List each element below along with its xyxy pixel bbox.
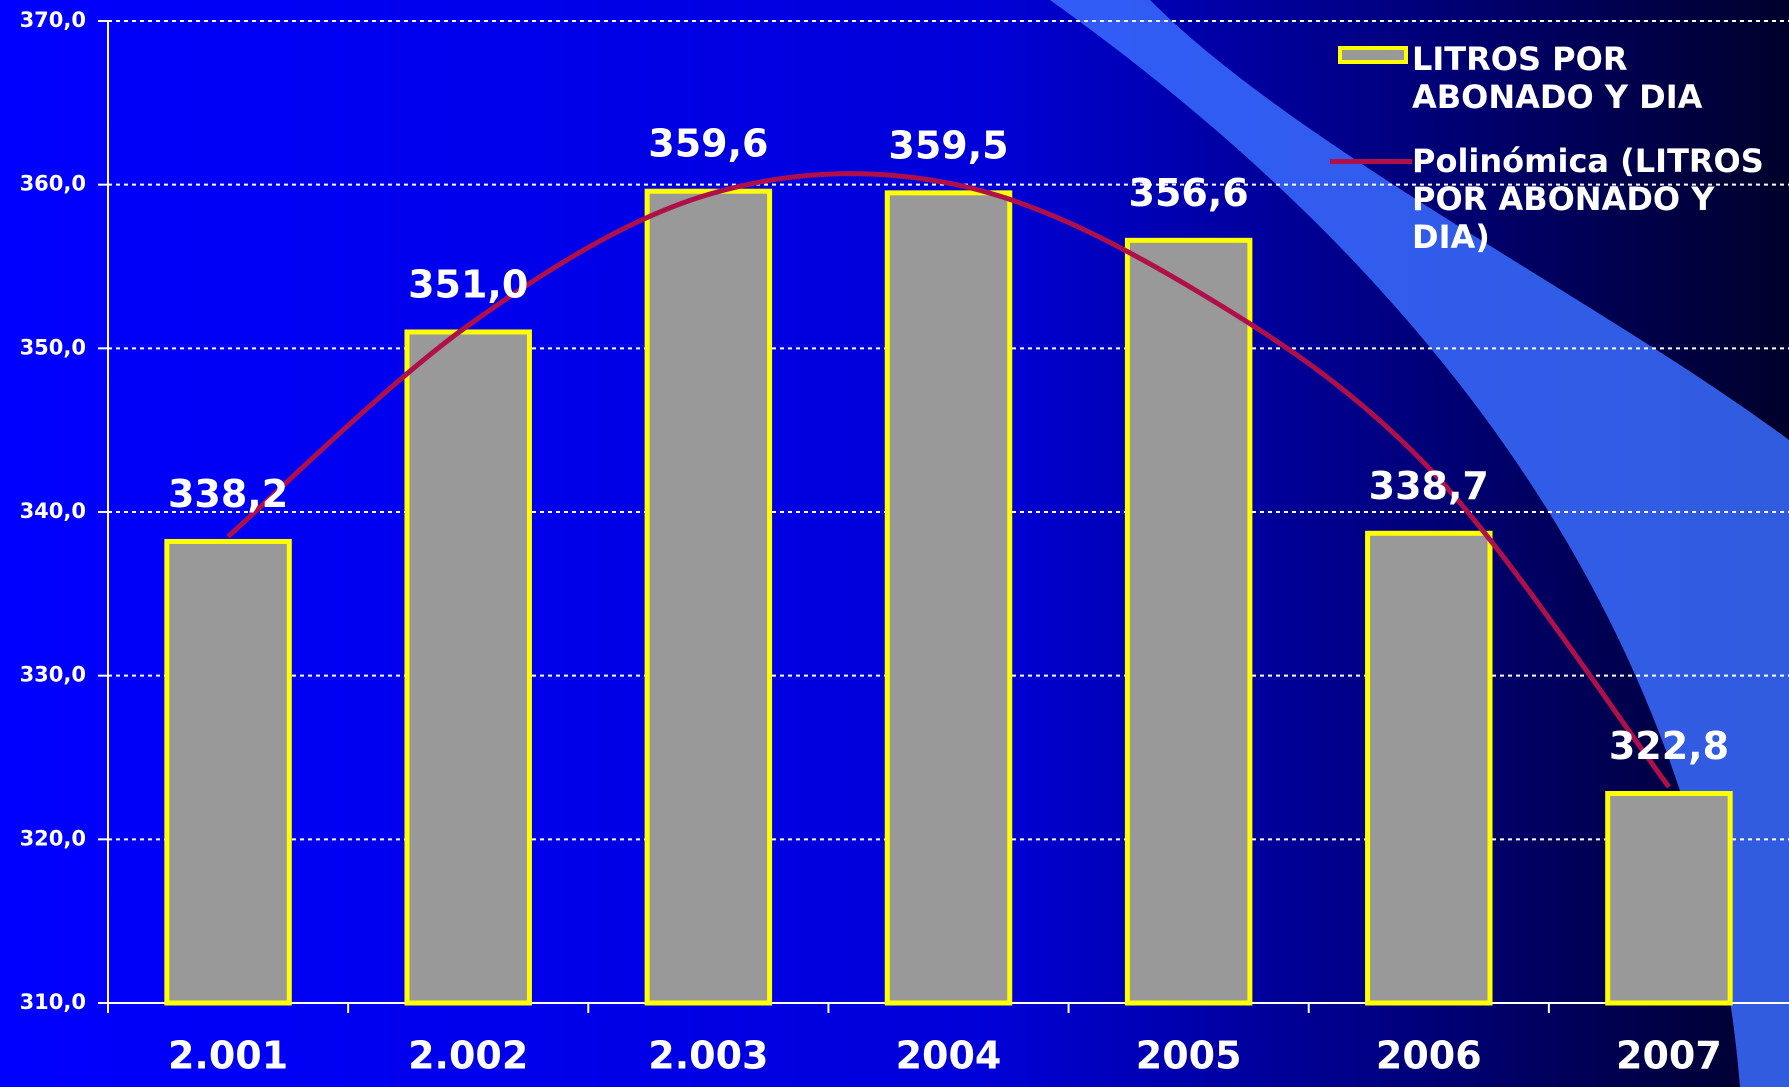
value-label: 338,2 bbox=[168, 472, 288, 516]
page: 310,0 320,0 330,0 340,0 350,0 360,0 370,0 2.001… bbox=[0, 0, 1789, 1087]
bar bbox=[1127, 240, 1249, 1003]
value-label: 351,0 bbox=[408, 262, 528, 306]
value-label: 359,6 bbox=[648, 122, 768, 166]
x-tick-label: 2005 bbox=[1136, 1034, 1242, 1078]
legend-item: Polinómica (LITROS POR ABONADO Y DIA) bbox=[1330, 142, 1780, 256]
legend-label: Polinómica (LITROS POR ABONADO Y DIA) bbox=[1412, 142, 1780, 256]
x-tick-label: 2004 bbox=[896, 1034, 1002, 1078]
bar bbox=[167, 541, 289, 1003]
x-tick-label: 2.003 bbox=[648, 1034, 768, 1078]
legend-label: LITROS POR ABONADO Y DIA bbox=[1412, 40, 1780, 116]
y-tick-label: 350,0 bbox=[20, 335, 86, 359]
value-label: 322,8 bbox=[1609, 724, 1729, 768]
x-tick-label: 2006 bbox=[1376, 1034, 1482, 1078]
x-tick-label: 2007 bbox=[1616, 1034, 1722, 1078]
y-tick-label: 330,0 bbox=[20, 663, 86, 687]
bar bbox=[407, 332, 529, 1003]
y-tick-label: 310,0 bbox=[20, 990, 86, 1014]
legend: LITROS POR ABONADO Y DIA Polinómica (LIT… bbox=[1330, 40, 1780, 282]
value-label: 338,7 bbox=[1369, 464, 1489, 508]
bar bbox=[1608, 794, 1730, 1003]
bar bbox=[887, 193, 1009, 1003]
y-tick-label: 360,0 bbox=[20, 172, 86, 196]
x-tick-label: 2.002 bbox=[408, 1034, 528, 1078]
value-label: 359,5 bbox=[888, 123, 1008, 167]
value-label: 356,6 bbox=[1129, 171, 1249, 215]
legend-item: LITROS POR ABONADO Y DIA bbox=[1330, 40, 1780, 116]
x-tick-label: 2.001 bbox=[168, 1034, 288, 1078]
y-tick-label: 370,0 bbox=[20, 8, 86, 32]
bar bbox=[647, 191, 769, 1003]
bar bbox=[1368, 533, 1490, 1003]
y-tick-label: 320,0 bbox=[20, 826, 86, 850]
y-tick-label: 340,0 bbox=[20, 499, 86, 523]
